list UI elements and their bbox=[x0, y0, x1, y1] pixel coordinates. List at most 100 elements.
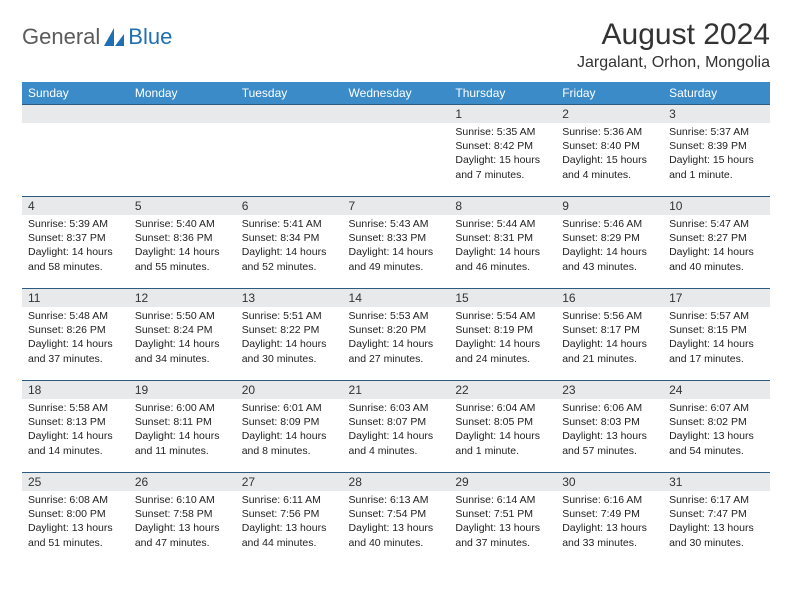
day-detail: Sunrise: 6:08 AMSunset: 8:00 PMDaylight:… bbox=[22, 491, 129, 554]
day-number: 7 bbox=[343, 197, 450, 215]
day-detail-line: Sunset: 8:39 PM bbox=[669, 139, 764, 153]
day-detail-line: Sunrise: 5:43 AM bbox=[349, 217, 444, 231]
day-number: 13 bbox=[236, 289, 343, 307]
day-detail: Sunrise: 6:10 AMSunset: 7:58 PMDaylight:… bbox=[129, 491, 236, 554]
day-number: 28 bbox=[343, 473, 450, 491]
day-detail-line: Sunrise: 5:48 AM bbox=[28, 309, 123, 323]
day-detail: Sunrise: 5:43 AMSunset: 8:33 PMDaylight:… bbox=[343, 215, 450, 278]
calendar-week-row: 18Sunrise: 5:58 AMSunset: 8:13 PMDayligh… bbox=[22, 381, 770, 473]
day-number: 25 bbox=[22, 473, 129, 491]
day-detail-line: Sunrise: 5:44 AM bbox=[455, 217, 550, 231]
day-detail-line: Daylight: 13 hours and 47 minutes. bbox=[135, 521, 230, 549]
day-detail: Sunrise: 5:54 AMSunset: 8:19 PMDaylight:… bbox=[449, 307, 556, 370]
day-detail: Sunrise: 5:51 AMSunset: 8:22 PMDaylight:… bbox=[236, 307, 343, 370]
calendar-day-cell: 25Sunrise: 6:08 AMSunset: 8:00 PMDayligh… bbox=[22, 473, 129, 565]
calendar-day-cell: 16Sunrise: 5:56 AMSunset: 8:17 PMDayligh… bbox=[556, 289, 663, 381]
day-detail-line: Sunrise: 5:47 AM bbox=[669, 217, 764, 231]
day-detail-line: Daylight: 14 hours and 40 minutes. bbox=[669, 245, 764, 273]
calendar-head: SundayMondayTuesdayWednesdayThursdayFrid… bbox=[22, 82, 770, 105]
calendar-day-cell: 20Sunrise: 6:01 AMSunset: 8:09 PMDayligh… bbox=[236, 381, 343, 473]
day-detail-line: Daylight: 13 hours and 30 minutes. bbox=[669, 521, 764, 549]
day-number bbox=[22, 105, 129, 123]
day-detail-line: Sunset: 8:09 PM bbox=[242, 415, 337, 429]
day-detail-line: Sunrise: 6:03 AM bbox=[349, 401, 444, 415]
weekday-header: Wednesday bbox=[343, 82, 450, 105]
month-title: August 2024 bbox=[577, 18, 770, 52]
day-detail-line: Sunset: 8:37 PM bbox=[28, 231, 123, 245]
day-detail-line: Sunrise: 5:40 AM bbox=[135, 217, 230, 231]
day-detail-line: Sunrise: 5:46 AM bbox=[562, 217, 657, 231]
day-detail: Sunrise: 5:50 AMSunset: 8:24 PMDaylight:… bbox=[129, 307, 236, 370]
day-detail-line: Sunset: 8:29 PM bbox=[562, 231, 657, 245]
calendar-page: General Blue August 2024 Jargalant, Orho… bbox=[0, 0, 792, 583]
day-number: 5 bbox=[129, 197, 236, 215]
day-number: 12 bbox=[129, 289, 236, 307]
day-detail-line: Daylight: 14 hours and 34 minutes. bbox=[135, 337, 230, 365]
day-detail-line: Sunset: 7:47 PM bbox=[669, 507, 764, 521]
calendar-day-cell: 23Sunrise: 6:06 AMSunset: 8:03 PMDayligh… bbox=[556, 381, 663, 473]
day-number: 26 bbox=[129, 473, 236, 491]
day-detail-line: Sunset: 7:54 PM bbox=[349, 507, 444, 521]
calendar-day-cell: 7Sunrise: 5:43 AMSunset: 8:33 PMDaylight… bbox=[343, 197, 450, 289]
day-detail-line: Sunset: 7:58 PM bbox=[135, 507, 230, 521]
day-detail: Sunrise: 6:14 AMSunset: 7:51 PMDaylight:… bbox=[449, 491, 556, 554]
day-number: 14 bbox=[343, 289, 450, 307]
day-number: 29 bbox=[449, 473, 556, 491]
calendar-day-cell: 24Sunrise: 6:07 AMSunset: 8:02 PMDayligh… bbox=[663, 381, 770, 473]
logo-text-blue: Blue bbox=[128, 24, 172, 50]
day-number bbox=[236, 105, 343, 123]
day-detail-line: Daylight: 13 hours and 44 minutes. bbox=[242, 521, 337, 549]
day-detail-line: Sunset: 8:34 PM bbox=[242, 231, 337, 245]
calendar-day-cell: 3Sunrise: 5:37 AMSunset: 8:39 PMDaylight… bbox=[663, 105, 770, 197]
weekday-header: Saturday bbox=[663, 82, 770, 105]
day-detail-line: Sunrise: 6:00 AM bbox=[135, 401, 230, 415]
day-detail: Sunrise: 5:47 AMSunset: 8:27 PMDaylight:… bbox=[663, 215, 770, 278]
calendar-week-row: 4Sunrise: 5:39 AMSunset: 8:37 PMDaylight… bbox=[22, 197, 770, 289]
day-detail-line: Sunset: 8:26 PM bbox=[28, 323, 123, 337]
day-detail-line: Daylight: 14 hours and 8 minutes. bbox=[242, 429, 337, 457]
day-detail bbox=[22, 123, 129, 129]
day-detail-line: Sunset: 8:27 PM bbox=[669, 231, 764, 245]
day-detail-line: Sunset: 7:51 PM bbox=[455, 507, 550, 521]
calendar-day-cell: 4Sunrise: 5:39 AMSunset: 8:37 PMDaylight… bbox=[22, 197, 129, 289]
day-detail-line: Sunrise: 6:13 AM bbox=[349, 493, 444, 507]
day-detail-line: Sunrise: 5:37 AM bbox=[669, 125, 764, 139]
day-detail-line: Sunset: 8:17 PM bbox=[562, 323, 657, 337]
day-number: 11 bbox=[22, 289, 129, 307]
logo-sail-icon bbox=[102, 26, 126, 48]
day-detail-line: Sunset: 8:00 PM bbox=[28, 507, 123, 521]
calendar-day-cell: 6Sunrise: 5:41 AMSunset: 8:34 PMDaylight… bbox=[236, 197, 343, 289]
day-detail: Sunrise: 5:35 AMSunset: 8:42 PMDaylight:… bbox=[449, 123, 556, 186]
day-detail-line: Sunrise: 5:54 AM bbox=[455, 309, 550, 323]
location-label: Jargalant, Orhon, Mongolia bbox=[577, 54, 770, 72]
day-number bbox=[129, 105, 236, 123]
weekday-header: Monday bbox=[129, 82, 236, 105]
day-detail-line: Daylight: 14 hours and 11 minutes. bbox=[135, 429, 230, 457]
calendar-week-row: 11 Sunrise: 5:48 AMSunset: 8:26 PM Dayligh… bbox=[22, 289, 770, 381]
calendar-day-cell: 13Sunrise: 5:51 AMSunset: 8:22 PMDayligh… bbox=[236, 289, 343, 381]
day-number: 16 bbox=[556, 289, 663, 307]
calendar-body: 1Sunrise: 5:35 AMSunset: 8:42 PMDaylight… bbox=[22, 105, 770, 565]
calendar-day-cell: 19Sunrise: 6:00 AMSunset: 8:11 PMDayligh… bbox=[129, 381, 236, 473]
calendar-day-cell: 21Sunrise: 6:03 AMSunset: 8:07 PMDayligh… bbox=[343, 381, 450, 473]
day-detail: Sunrise: 5:37 AMSunset: 8:39 PMDaylight:… bbox=[663, 123, 770, 186]
day-number: 3 bbox=[663, 105, 770, 123]
day-number: 19 bbox=[129, 381, 236, 399]
day-detail-line: Daylight: 15 hours and 4 minutes. bbox=[562, 153, 657, 181]
day-detail-line: Sunrise: 6:07 AM bbox=[669, 401, 764, 415]
weekday-header: Friday bbox=[556, 82, 663, 105]
day-detail-line: Daylight: 14 hours and 14 minutes. bbox=[28, 429, 123, 457]
day-detail-line: Sunrise: 6:11 AM bbox=[242, 493, 337, 507]
day-detail-line: Sunset: 8:07 PM bbox=[349, 415, 444, 429]
calendar-day-cell: 2Sunrise: 5:36 AMSunset: 8:40 PMDaylight… bbox=[556, 105, 663, 197]
day-detail: Sunrise: 5:46 AMSunset: 8:29 PMDaylight:… bbox=[556, 215, 663, 278]
day-detail-line: Sunrise: 6:08 AM bbox=[28, 493, 123, 507]
calendar-day-cell: 17Sunrise: 5:57 AMSunset: 8:15 PMDayligh… bbox=[663, 289, 770, 381]
day-detail-line: Sunrise: 5:41 AM bbox=[242, 217, 337, 231]
day-detail-line: Daylight: 14 hours and 21 minutes. bbox=[562, 337, 657, 365]
calendar-day-cell: 1Sunrise: 5:35 AMSunset: 8:42 PMDaylight… bbox=[449, 105, 556, 197]
day-number: 20 bbox=[236, 381, 343, 399]
day-detail: Sunrise: 6:06 AMSunset: 8:03 PMDaylight:… bbox=[556, 399, 663, 462]
day-detail-line: Daylight: 14 hours and 24 minutes. bbox=[455, 337, 550, 365]
day-detail: Sunrise: 6:03 AMSunset: 8:07 PMDaylight:… bbox=[343, 399, 450, 462]
